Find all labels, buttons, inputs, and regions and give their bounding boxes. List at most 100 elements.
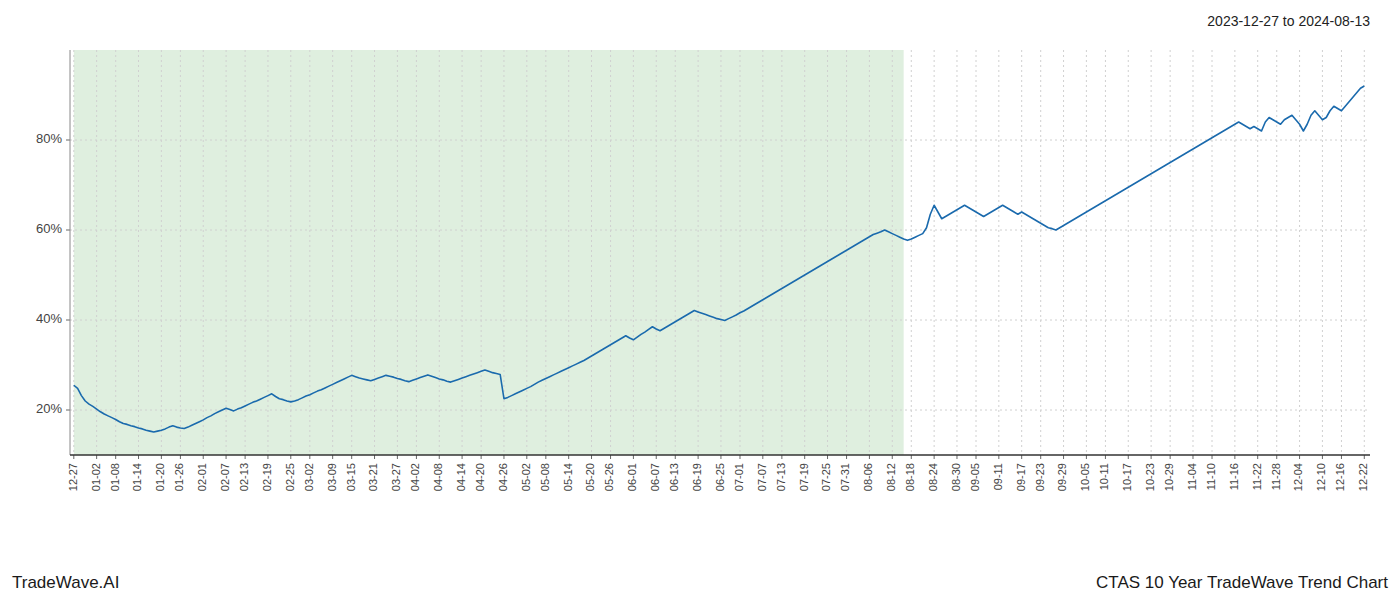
x-tick-label: 04-02 (409, 463, 421, 491)
page: {"chart_data": { "type": "line", "title"… (0, 0, 1400, 600)
x-grid-line (96, 50, 97, 455)
x-tick-label: 10-05 (1079, 463, 1091, 491)
x-grid-line (462, 50, 463, 455)
x-grid-line (332, 50, 333, 455)
x-tick-label: 06-25 (714, 463, 726, 491)
x-grid-line (739, 50, 740, 455)
x-grid-line (720, 50, 721, 455)
x-grid-line (138, 50, 139, 455)
x-grid-line (911, 50, 912, 455)
y-tick (66, 140, 70, 141)
grid (70, 50, 1370, 455)
x-grid-line (956, 50, 957, 455)
x-grid-line (374, 50, 375, 455)
x-grid-line (591, 50, 592, 455)
y-tick-label: 60% (36, 221, 62, 236)
x-tick-label: 12-22 (1357, 463, 1369, 491)
texts: 2023-12-27 to 2024-08-13 TradeWave.AI CTAS… (12, 13, 1388, 592)
y-axis-line (70, 50, 71, 455)
x-grid-line (526, 50, 527, 455)
x-tick-label: 05-14 (562, 463, 574, 491)
x-grid-line (698, 50, 699, 455)
x-grid-line (781, 50, 782, 455)
x-tick-label: 04-08 (432, 463, 444, 491)
x-tick-label: 12-10 (1315, 463, 1327, 491)
x-tick-label: 02-07 (219, 463, 231, 491)
x-tick-label: 09-29 (1056, 463, 1068, 491)
annotation: TradeWave.AI (12, 573, 119, 592)
x-tick-label: 12-16 (1334, 463, 1346, 491)
x-tick-label: 11-28 (1270, 463, 1282, 490)
axes: 20%40%60%80%12-2701-0201-0801-1401-2001-… (36, 50, 1370, 491)
x-tick-label: 01-14 (131, 463, 143, 491)
x-tick-label: 09-23 (1034, 463, 1046, 491)
x-grid-line (1170, 50, 1171, 455)
x-grid-line (1299, 50, 1300, 455)
x-grid-line (1040, 50, 1041, 455)
y-tick (66, 320, 70, 321)
shaded-region (74, 50, 904, 455)
x-tick-label: 11-22 (1251, 463, 1263, 490)
x-tick-label: 03-15 (345, 463, 357, 491)
x-tick-label: 07-31 (839, 463, 851, 491)
x-grid-line (416, 50, 417, 455)
x-tick-label: 04-20 (474, 463, 486, 491)
x-tick-label: 03-27 (390, 463, 402, 491)
x-grid-line (1063, 50, 1064, 455)
x-grid-line (545, 50, 546, 455)
x-tick-label: 11-10 (1205, 463, 1217, 490)
x-grid-line (161, 50, 162, 455)
x-tick-label: 08-30 (950, 463, 962, 491)
y-grid-line (70, 410, 1370, 411)
x-grid-line (568, 50, 569, 455)
x-grid-line (180, 50, 181, 455)
x-tick-label: 02-01 (196, 463, 208, 491)
x-grid-line (610, 50, 611, 455)
x-tick-label: 09-05 (969, 463, 981, 491)
x-grid-line (827, 50, 828, 455)
x-grid-line (804, 50, 805, 455)
x-tick-label: 08-06 (862, 463, 874, 491)
x-tick-label: 06-07 (649, 463, 661, 491)
y-tick (66, 230, 70, 231)
x-tick-label: 12-27 (67, 463, 79, 491)
x-grid-line (290, 50, 291, 455)
x-tick-label: 03-21 (367, 463, 379, 491)
x-grid-line (1257, 50, 1258, 455)
x-grid-line (397, 50, 398, 455)
x-tick-label: 01-02 (90, 463, 102, 491)
x-grid-line (439, 50, 440, 455)
subtitle: 2023-12-27 to 2024-08-13 (1207, 13, 1370, 29)
y-grid-line (70, 230, 1370, 231)
x-tick-label: 05-20 (584, 463, 596, 491)
x-grid-line (1151, 50, 1152, 455)
y-tick-label: 20% (36, 401, 62, 416)
x-tick-label: 07-13 (775, 463, 787, 491)
x-grid-line (1105, 50, 1106, 455)
plot-area (74, 50, 904, 455)
x-tick-label: 10-11 (1098, 463, 1110, 490)
x-tick-label: 05-26 (603, 463, 615, 491)
x-grid-line (869, 50, 870, 455)
title: CTAS 10 Year TradeWave Trend Chart (1096, 573, 1388, 592)
y-grid-line (70, 140, 1370, 141)
x-tick-label: 04-26 (497, 463, 509, 491)
x-grid-line (762, 50, 763, 455)
x-tick-label: 08-24 (927, 463, 939, 491)
x-tick-label: 08-12 (885, 463, 897, 491)
x-tick-label: 05-02 (520, 463, 532, 491)
x-axis-line (70, 454, 1370, 456)
x-grid-line (1192, 50, 1193, 455)
x-grid-line (481, 50, 482, 455)
x-grid-line (998, 50, 999, 455)
x-tick-label: 04-14 (455, 463, 467, 491)
x-tick-label: 10-29 (1163, 463, 1175, 491)
x-grid-line (351, 50, 352, 455)
x-tick-label: 02-19 (261, 463, 273, 491)
x-tick-label: 12-04 (1292, 463, 1304, 491)
x-grid-line (1128, 50, 1129, 455)
x-grid-line (675, 50, 676, 455)
x-grid-line (203, 50, 204, 455)
x-grid-line (633, 50, 634, 455)
x-grid-line (656, 50, 657, 455)
